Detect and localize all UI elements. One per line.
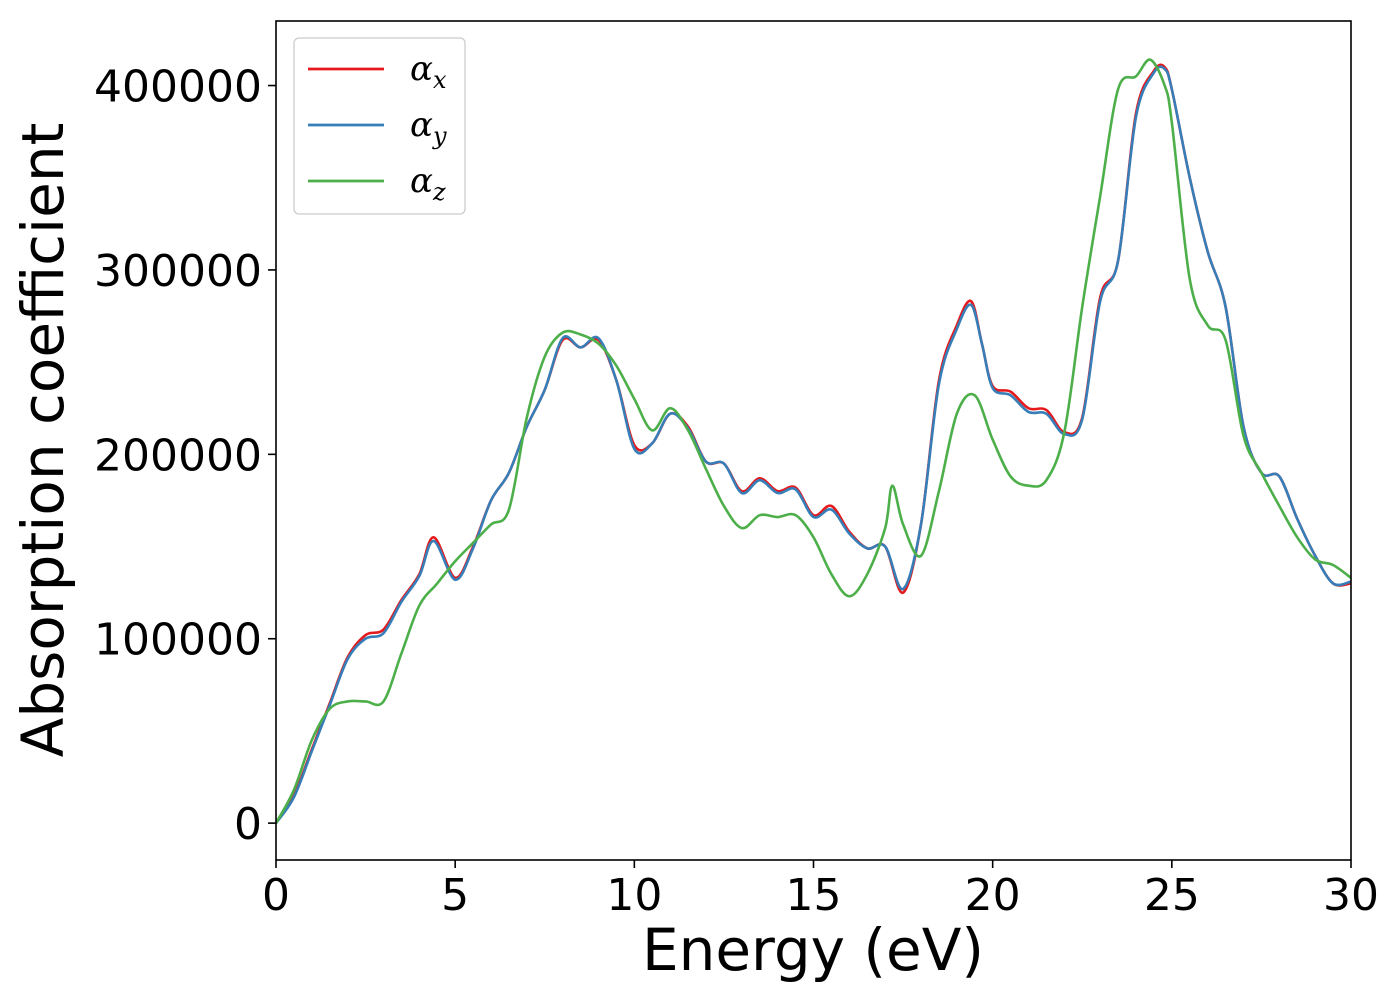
x-tick-label: 25 [1144,870,1200,921]
x-tick-label: 15 [786,870,842,921]
x-axis-title: Energy (eV) [642,916,984,984]
y-axis-title: Absorption coefficient [9,123,77,758]
y-tick-label: 400000 [94,62,262,113]
series-line-z [276,58,1351,825]
y-tick-label: 200000 [94,430,262,481]
series-line-y [276,65,1351,825]
x-tick-label: 0 [262,870,290,921]
x-tick-label: 20 [965,870,1021,921]
y-tick-label: 100000 [94,615,262,666]
series-layer [276,58,1351,825]
y-tick-label: 300000 [94,246,262,297]
legend-label-z: αz [410,161,446,206]
x-axis-ticks: 0 5 10 15 20 25 30 [262,860,1379,921]
y-tick-label: 0 [234,799,262,850]
x-tick-label: 30 [1323,870,1379,921]
legend-label-y: αy [410,105,447,150]
x-tick-label: 5 [441,870,469,921]
legend-label-x: αx [410,49,447,94]
legend: αx αy αz [293,37,466,215]
y-axis-ticks: 0 100000 200000 300000 400000 [94,62,276,850]
x-tick-label: 10 [606,870,662,921]
